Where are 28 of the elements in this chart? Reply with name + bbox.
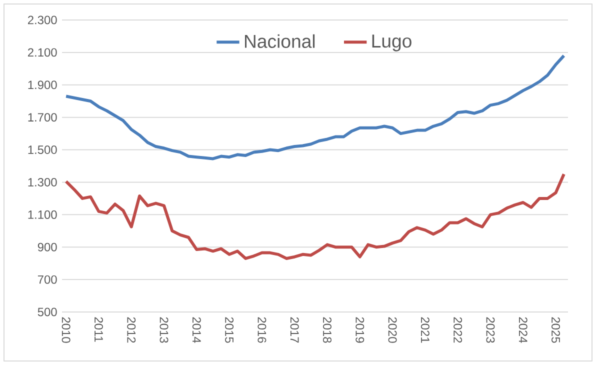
x-tick-label: 2016 [258, 317, 266, 343]
x-tick-label: 2021 [420, 317, 430, 343]
x-tick-label: 2020 [388, 317, 397, 343]
x-tick-label: 2014 [192, 317, 201, 343]
x-tick-label: 2011 [94, 317, 103, 342]
x-tick-label: 2022 [454, 317, 462, 343]
x-tick-label: 2025 [552, 317, 560, 343]
x-tick-label: 2013 [160, 317, 168, 343]
x-tick-label: 2018 [323, 317, 332, 343]
y-tick-label: 1.500 [28, 146, 57, 154]
y-tick-label: 1.900 [28, 80, 57, 90]
y-tick-label: 2.100 [28, 48, 57, 57]
x-tick-label: 2019 [356, 317, 364, 343]
y-tick-label: 2.300 [28, 16, 57, 24]
x-tick-label: 2024 [518, 317, 528, 343]
y-tick-label: 1.700 [28, 113, 57, 122]
legend-label: Nacional [244, 34, 315, 48]
y-tick-label: 1.300 [28, 178, 57, 186]
y-tick-label: 1.100 [28, 210, 57, 219]
y-tick-label: 500 [38, 308, 57, 316]
x-tick-label: 2015 [225, 317, 234, 343]
x-tick-label: 2017 [290, 317, 299, 343]
x-tick-label: 2010 [62, 317, 70, 343]
x-tick-label: 2012 [127, 317, 136, 343]
y-tick-label: 700 [38, 275, 57, 284]
y-tick-label: 900 [38, 242, 57, 252]
x-tick-label: 2023 [486, 317, 495, 343]
legend-label: Lugo [372, 34, 412, 52]
